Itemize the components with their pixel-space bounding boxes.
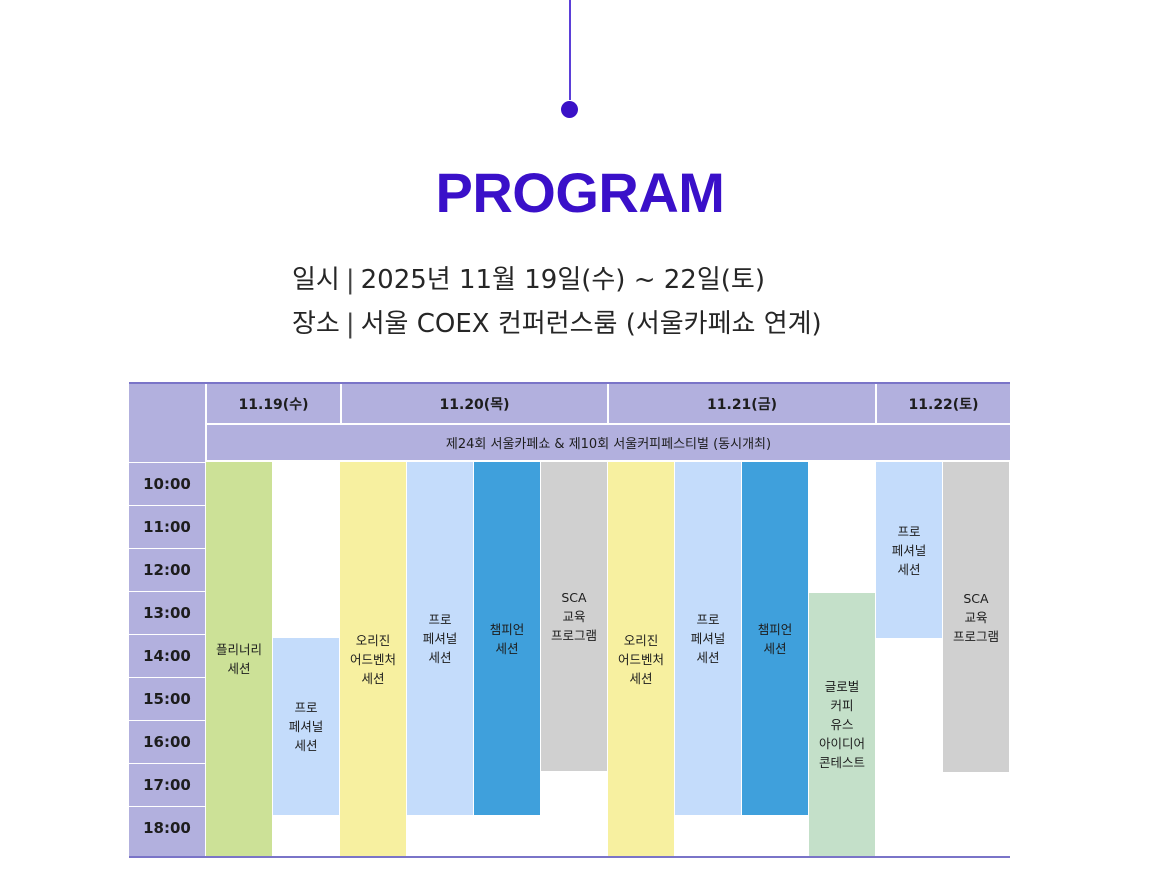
session-sca-education: SCA 교육 프로그램 — [943, 462, 1009, 772]
decorative-line — [569, 0, 571, 100]
session-label: 챔피언 세션 — [489, 621, 525, 656]
table-top-border — [129, 382, 1010, 384]
time-column — [129, 382, 205, 858]
session-global-youth-contest: 글로벌 커피 유스 아이디어 콘테스트 — [809, 593, 875, 856]
date-row: 일시 | 2025년 11월 19일(수) ~ 22일(토) — [292, 258, 822, 302]
session-plenary: 플리너리 세션 — [206, 462, 272, 856]
session-champion: 챔피언 세션 — [742, 462, 808, 815]
decorative-dot — [561, 101, 578, 118]
session-label: 글로벌 커피 유스 아이디어 콘테스트 — [818, 679, 865, 770]
session-professional: 프로 페셔널 세션 — [876, 462, 942, 638]
time-slot: 15:00 — [129, 677, 205, 720]
time-slot: 11:00 — [129, 505, 205, 548]
event-info: 일시 | 2025년 11월 19일(수) ~ 22일(토) 장소 | 서울 COEX … — [292, 258, 822, 346]
session-professional: 프로 페셔널 세션 — [273, 638, 339, 815]
page-title: PROGRAM — [435, 161, 725, 224]
day-header-1122: 11.22(토) — [877, 384, 1010, 423]
table-bottom-border — [129, 856, 1010, 858]
concurrent-event-banner: 제24회 서울카페쇼 & 제10회 서울커피페스티벌 (동시개최) — [207, 425, 1010, 460]
day-header-1121: 11.21(금) — [609, 384, 875, 423]
session-label: 오리진 어드벤처 세션 — [617, 632, 664, 686]
divider: | — [345, 309, 355, 339]
session-label: 프로 페셔널 세션 — [288, 700, 324, 753]
session-label: 챔피언 세션 — [757, 621, 793, 656]
time-slot: 16:00 — [129, 720, 205, 763]
time-slot: 17:00 — [129, 763, 205, 806]
divider: | — [345, 265, 355, 295]
time-slot: 12:00 — [129, 548, 205, 591]
program-schedule-table: 11.19(수) 11.20(목) 11.21(금) 11.22(토) 제24회… — [129, 382, 1010, 858]
date-value: 2025년 11월 19일(수) ~ 22일(토) — [360, 265, 765, 295]
session-label: 프로 페셔널 세션 — [690, 612, 726, 665]
session-origin-adventure: 오리진 어드벤처 세션 — [340, 462, 406, 856]
time-slot: 18:00 — [129, 806, 205, 849]
time-slot: 13:00 — [129, 591, 205, 634]
session-professional: 프로 페셔널 세션 — [407, 462, 473, 815]
session-label: SCA 교육 프로그램 — [952, 590, 999, 644]
session-professional: 프로 페셔널 세션 — [675, 462, 741, 815]
session-label: 오리진 어드벤처 세션 — [349, 632, 396, 686]
place-label: 장소 — [292, 309, 340, 339]
session-sca-education: SCA 교육 프로그램 — [541, 462, 607, 771]
date-label: 일시 — [292, 265, 340, 295]
place-row: 장소 | 서울 COEX 컨퍼런스룸 (서울카페쇼 연계) — [292, 302, 822, 346]
time-slot: 14:00 — [129, 634, 205, 677]
session-origin-adventure: 오리진 어드벤처 세션 — [608, 462, 674, 856]
place-value: 서울 COEX 컨퍼런스룸 (서울카페쇼 연계) — [360, 309, 822, 339]
session-label: 플리너리 세션 — [215, 642, 262, 676]
time-slot: 10:00 — [129, 462, 205, 505]
session-label: 프로 페셔널 세션 — [422, 612, 458, 665]
day-header-1120: 11.20(목) — [342, 384, 607, 423]
session-champion: 챔피언 세션 — [474, 462, 540, 815]
session-label: 프로 페셔널 세션 — [891, 523, 927, 577]
day-header-1119: 11.19(수) — [207, 384, 340, 423]
session-label: SCA 교육 프로그램 — [550, 590, 597, 643]
